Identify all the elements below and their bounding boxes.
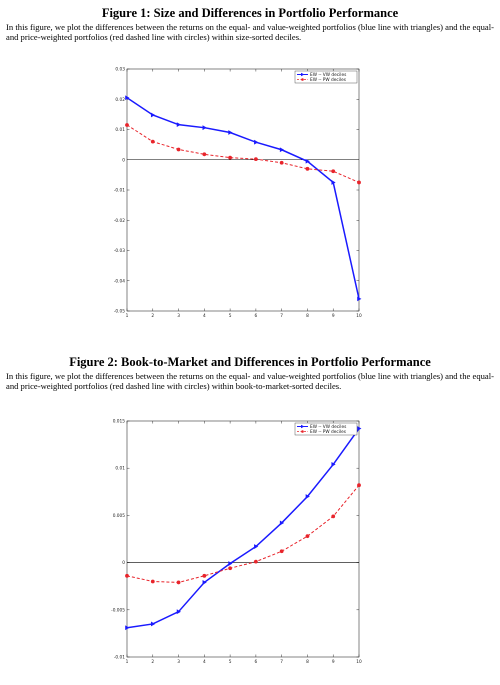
fig1-ytick-label: -0.05: [114, 309, 125, 315]
fig2-ew-pw-point: [279, 549, 284, 554]
fig2-ew-vw-legend-marker: [301, 424, 305, 429]
fig1-ew-pw-point: [279, 160, 284, 165]
fig1-xtick-label: 3: [177, 313, 180, 319]
fig2-plot-frame: [126, 420, 360, 658]
fig1-ytick-label: 0.02: [115, 97, 125, 103]
fig1-ew-pw-point: [202, 152, 207, 157]
fig1-ytick-label: -0.04: [114, 278, 125, 284]
fig2-ew-vw-point: [202, 580, 207, 585]
fig2-xtick-label: 6: [255, 659, 258, 665]
figure-1-chart: -0.05 -0.04 -0.03 -0.02 -0.01 0 0.01 0.02 0.03 1 2…: [114, 67, 362, 320]
fig1-ew-pw-point: [331, 169, 336, 174]
figure-2-title: Figure 2: Book-to-Market and Differences…: [69, 355, 431, 369]
fig2-ew-pw-legend-marker: [301, 430, 304, 433]
fig1-ew-pw-legend-label: EW -- PW deciles: [310, 77, 347, 83]
fig2-ytick-label: -0.01: [114, 655, 125, 661]
fig1-ew-vw-point: [125, 95, 130, 101]
fig2-ew-vw-point: [279, 520, 285, 526]
fig1-ytick-label: -0.02: [114, 218, 125, 224]
fig2-ew-vw-point: [357, 426, 362, 431]
fig2-ew-pw-point: [228, 566, 233, 571]
fig2-xtick-label: 8: [306, 659, 309, 665]
fig2-ew-vw-series-line: [126, 428, 360, 629]
fig2-ew-pw-legend-label: EW -- PW deciles: [310, 429, 347, 435]
fig1-ytick-label: -0.03: [114, 248, 125, 254]
fig2-xtick-label: 3: [177, 659, 180, 665]
fig1-ew-vw-point: [279, 147, 285, 153]
fig2-ytick-label: -0.005: [111, 607, 125, 613]
fig1-ew-vw-series-line: [126, 97, 360, 300]
fig1-ew-vw-legend-marker: [301, 72, 305, 77]
fig1-xtick-label: 2: [151, 313, 154, 319]
fig1-xtick-label: 1: [126, 313, 129, 319]
fig2-ew-pw-point: [331, 514, 336, 519]
fig2-ew-pw-point: [125, 573, 129, 578]
fig1-ytick-label: 0: [122, 157, 125, 163]
fig1-legend-box: [294, 70, 358, 84]
fig2-ew-vw-point: [176, 609, 181, 615]
fig2-xtick-label: 9: [332, 659, 335, 665]
fig2-xtick-label: 5: [229, 659, 232, 665]
figure-1-title: Figure 1: Size and Differences in Portfo…: [101, 6, 399, 20]
fig1-ew-vw-point: [202, 125, 207, 131]
fig1-ew-pw-point: [305, 166, 310, 171]
fig1-ew-vw-point: [305, 158, 310, 164]
figure-2-caption: In this figure, we plot the differences …: [6, 371, 494, 392]
fig2-ew-vw-point: [254, 544, 259, 549]
fig2-ew-pw-point: [150, 579, 155, 584]
fig1-xtick-label: 9: [332, 313, 335, 319]
fig2-xtick-label: 10: [356, 659, 362, 665]
fig1-ew-pw-point: [357, 180, 361, 185]
figure-1-caption: In this figure, we plot the differences …: [6, 22, 494, 43]
fig1-xtick-label: 7: [280, 313, 283, 319]
fig1-ew-vw-point: [331, 180, 336, 185]
fig1-ew-pw-series-line: [126, 124, 360, 183]
fig2-xtick-label: 2: [151, 659, 154, 665]
fig1-xtick-label: 8: [306, 313, 309, 319]
fig2-ew-pw-point: [202, 573, 207, 578]
fig2-ew-vw-point: [150, 621, 156, 627]
fig2-ew-pw-point: [305, 534, 310, 539]
fig2-xtick-label: 7: [280, 659, 283, 665]
fig1-ytick-label: -0.01: [114, 188, 125, 194]
fig1-ew-vw-point: [254, 139, 259, 145]
fig2-ew-vw-point: [228, 561, 233, 566]
fig1-ew-pw-point: [176, 147, 181, 152]
fig2-xtick-label: 1: [126, 659, 129, 665]
fig1-ew-vw-point: [150, 112, 156, 118]
fig1-ew-pw-point: [125, 123, 129, 127]
fig1-ew-pw-legend-marker: [301, 78, 304, 81]
fig1-ew-pw-point: [228, 155, 233, 160]
fig1-xtick-label: 4: [203, 313, 206, 319]
fig2-ytick-label: 0.01: [115, 466, 125, 472]
fig1-ew-pw-point: [150, 139, 155, 144]
fig1-ew-pw-point: [253, 157, 258, 162]
fig1-ytick-label: 0.03: [115, 67, 125, 73]
fig1-xtick-label: 10: [356, 313, 362, 319]
fig1-xtick-label: 5: [229, 313, 232, 319]
fig2-ytick-label: 0.015: [113, 419, 126, 425]
fig2-xtick-label: 4: [203, 659, 206, 665]
fig2-ew-vw-legend-label: EW -- VW deciles: [310, 424, 347, 430]
fig2-ew-pw-point: [253, 559, 258, 564]
fig2-ew-vw-point: [331, 462, 336, 467]
fig2-ytick-label: 0: [122, 560, 125, 566]
fig1-ew-vw-point: [176, 122, 181, 128]
fig2-ew-pw-series-line: [126, 484, 360, 583]
fig1-xtick-label: 6: [255, 313, 258, 319]
fig1-ew-vw-point: [228, 130, 233, 135]
fig1-ytick-label: 0.01: [115, 127, 125, 133]
fig1-ew-vw-point: [357, 296, 362, 302]
fig2-ew-pw-point: [176, 580, 181, 585]
fig2-legend-box: [294, 422, 358, 436]
fig2-ytick-label: 0.005: [113, 513, 126, 519]
fig1-ew-vw-legend-label: EW -- VW deciles: [310, 72, 347, 78]
fig2-ew-pw-point: [357, 483, 361, 488]
fig2-ew-vw-point: [305, 494, 310, 499]
fig2-ew-vw-point: [125, 625, 130, 631]
